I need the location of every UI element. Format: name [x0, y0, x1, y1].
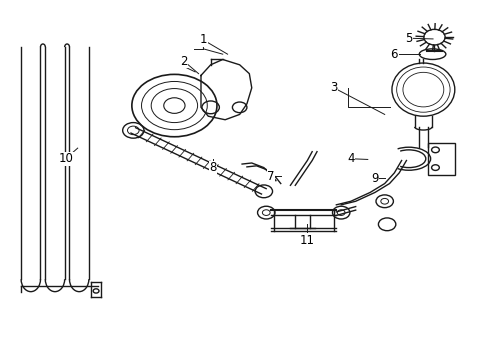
Text: 6: 6	[390, 48, 397, 61]
Text: 11: 11	[299, 234, 314, 247]
Text: 2: 2	[180, 55, 187, 68]
Text: 8: 8	[209, 161, 216, 174]
Text: 3: 3	[329, 81, 337, 94]
Text: 9: 9	[370, 172, 378, 185]
Text: 1: 1	[199, 33, 207, 46]
Text: 10: 10	[58, 152, 73, 165]
Text: 4: 4	[346, 152, 354, 165]
Text: 5: 5	[405, 32, 412, 45]
Text: 7: 7	[267, 170, 274, 183]
